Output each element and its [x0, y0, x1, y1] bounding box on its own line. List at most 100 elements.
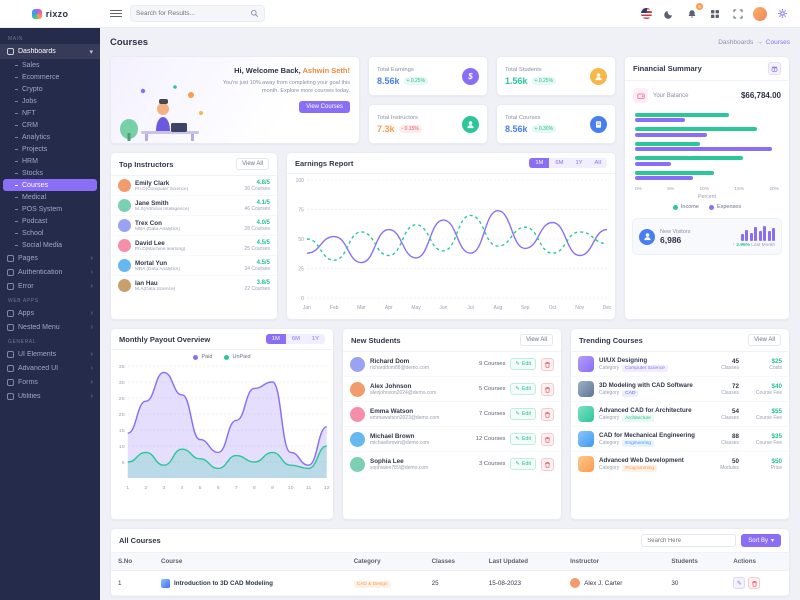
avatar	[350, 356, 365, 372]
app-logo[interactable]: rixzo	[0, 0, 100, 28]
svg-text:Jul: Jul	[467, 305, 473, 311]
delete-button[interactable]	[541, 357, 554, 371]
classes-count: 25	[424, 570, 482, 596]
financial-summary-action-button[interactable]	[768, 62, 781, 75]
sidebar-item-authentication[interactable]: Authentication ›	[0, 265, 100, 279]
sidebar-item-crypto[interactable]: Crypto	[0, 83, 100, 95]
sidebar-item-projects[interactable]: Projects	[0, 143, 100, 155]
sidebar-item-courses[interactable]: Courses	[3, 179, 97, 191]
notifications-button[interactable]: 5	[684, 2, 703, 22]
instructor-row[interactable]: Jane Smith M.S(Artificial Intelligence) 4…	[111, 196, 277, 216]
column-header[interactable]: Classes	[424, 553, 482, 571]
sidebar-item-dashboards[interactable]: Dashboards ▾	[0, 44, 100, 59]
instructor-row[interactable]: David Lee Ph.D(Machine learning) 4.5/5 25 …	[111, 236, 277, 256]
unpaid-legend-dot	[224, 354, 230, 360]
trending-course-row[interactable]: Advanced Web Development Category Program…	[571, 452, 789, 476]
user-avatar[interactable]	[753, 6, 767, 21]
sidebar-item-ecommerce[interactable]: Ecommerce	[0, 71, 100, 83]
sidebar-item-hrm[interactable]: HRM	[0, 155, 100, 167]
sidebar-item-stocks[interactable]: Stocks	[0, 167, 100, 179]
page-content: Courses Dashboards → Courses	[100, 28, 800, 600]
edit-button[interactable]: ✎	[733, 577, 746, 589]
column-header[interactable]: Course	[153, 553, 347, 571]
main-area: 5 Courses Dashboards → Courses	[100, 0, 800, 600]
tab-1y[interactable]: 1Y	[569, 158, 589, 168]
instructor-rating: 4.8/5	[256, 179, 270, 186]
sidebar-item-utilities[interactable]: Utilities ›	[0, 389, 100, 403]
tab-6m[interactable]: 6M	[549, 158, 570, 168]
welcome-text-block: Hi, Welcome Back, Ashwin Seth! You're ju…	[209, 57, 359, 143]
view-all-students-button[interactable]: View All	[520, 334, 553, 346]
instructor-row[interactable]: Mortal Yun MBA (Data Analytics) 4.5/5 34 C…	[111, 256, 277, 276]
student-email: emmawatson2023@demo.com	[370, 414, 440, 421]
sidebar-item-sales[interactable]: Sales	[0, 59, 100, 71]
edit-button[interactable]: ✎ Edit	[510, 433, 536, 445]
fullscreen-button[interactable]	[730, 6, 746, 22]
trending-course-row[interactable]: Advanced CAD for Architecture Category Ar…	[571, 402, 789, 427]
column-header[interactable]: S.No	[111, 553, 154, 571]
student-row: Michael Brown michaelbrown@demo.com 12 Co…	[343, 427, 561, 452]
search-input[interactable]	[136, 10, 250, 17]
instructor-name: Mortal Yun	[135, 259, 168, 267]
sidebar-item-nested-menu[interactable]: Nested Menu ›	[0, 320, 100, 334]
grid-icon	[711, 9, 719, 18]
tab-1y[interactable]: 1Y	[305, 334, 325, 344]
svg-text:3: 3	[162, 485, 165, 491]
language-button[interactable]	[638, 6, 654, 22]
tab-all[interactable]: All	[588, 158, 607, 168]
breadcrumb-parent[interactable]: Dashboards	[718, 39, 754, 46]
sidebar-item-error[interactable]: Error ›	[0, 279, 100, 293]
delete-button[interactable]	[748, 577, 761, 589]
sidebar-item-ui-elements[interactable]: UI Elements ›	[0, 347, 100, 361]
sidebar-item-forms[interactable]: Forms ›	[0, 375, 100, 389]
sidebar-item-pages[interactable]: Pages ›	[0, 251, 100, 265]
column-header[interactable]: Category	[346, 553, 425, 571]
delete-button[interactable]	[541, 407, 554, 421]
column-header[interactable]: Instructor	[563, 553, 665, 571]
sidebar-item-advanced-ui[interactable]: Advanced UI ›	[0, 361, 100, 375]
sidebar-item-apps[interactable]: Apps ›	[0, 306, 100, 320]
theme-toggle-button[interactable]	[661, 6, 677, 22]
trending-course-row[interactable]: CAD for Mechanical Engineering Category E…	[571, 427, 789, 452]
tab-6m[interactable]: 6M	[285, 334, 306, 344]
instructor-row[interactable]: Emily Clark Ph.D(Computer Science) 4.8/5 3…	[111, 176, 277, 196]
edit-button[interactable]: ✎ Edit	[510, 408, 536, 420]
class-count-label: Classes	[721, 364, 739, 371]
sidebar-item-crm[interactable]: CRM	[0, 119, 100, 131]
menu-toggle-button[interactable]	[110, 9, 122, 18]
table-search-input[interactable]	[641, 534, 737, 547]
delete-button[interactable]	[541, 457, 554, 471]
table-row[interactable]: 1 Introduction to 3D CAD Modeling CAD & …	[111, 570, 789, 596]
sidebar-item-pos-system[interactable]: POS System	[0, 203, 100, 215]
view-all-trending-button[interactable]: View All	[748, 334, 781, 346]
tab-1m[interactable]: 1M	[265, 334, 286, 344]
edit-button[interactable]: ✎ Edit	[510, 458, 536, 470]
column-header[interactable]: Actions	[726, 553, 789, 571]
trending-course-row[interactable]: UI/UX Designing Category Computer Science…	[571, 352, 789, 377]
avatar	[350, 431, 365, 447]
sidebar-item-analytics[interactable]: Analytics	[0, 131, 100, 143]
sidebar-item-school[interactable]: School	[0, 227, 100, 239]
edit-button[interactable]: ✎ Edit	[510, 358, 536, 370]
sort-by-button[interactable]: Sort By ▾	[741, 534, 781, 547]
tab-1m[interactable]: 1M	[529, 158, 550, 168]
sidebar-item-nft[interactable]: NFT	[0, 107, 100, 119]
column-header[interactable]: Students	[664, 553, 727, 571]
course-thumbnail	[578, 431, 594, 447]
view-all-instructors-button[interactable]: View All	[236, 158, 269, 170]
edit-button[interactable]: ✎ Edit	[510, 383, 536, 395]
delete-button[interactable]	[541, 382, 554, 396]
view-courses-button[interactable]: View Courses	[299, 100, 350, 113]
instructor-row[interactable]: Ian Hau M.A(Data Science) 3.8/5 22 Courses	[111, 276, 277, 295]
delete-button[interactable]	[541, 432, 554, 446]
sidebar-item-social-media[interactable]: Social Media	[0, 239, 100, 251]
instructor-row[interactable]: Trex Con MBA (Data Analytics) 4.0/5 28 Cou…	[111, 216, 277, 236]
apps-grid-button[interactable]	[707, 6, 723, 22]
column-header[interactable]: Last Updated	[481, 553, 564, 571]
sidebar-item-medical[interactable]: Medical	[0, 191, 100, 203]
sidebar-item-podcast[interactable]: Podcast	[0, 215, 100, 227]
settings-button[interactable]	[774, 6, 790, 22]
trending-course-row[interactable]: 3D Modeling with CAD Software Category CA…	[571, 377, 789, 402]
class-count-label: Classes	[721, 439, 739, 446]
sidebar-item-jobs[interactable]: Jobs	[0, 95, 100, 107]
